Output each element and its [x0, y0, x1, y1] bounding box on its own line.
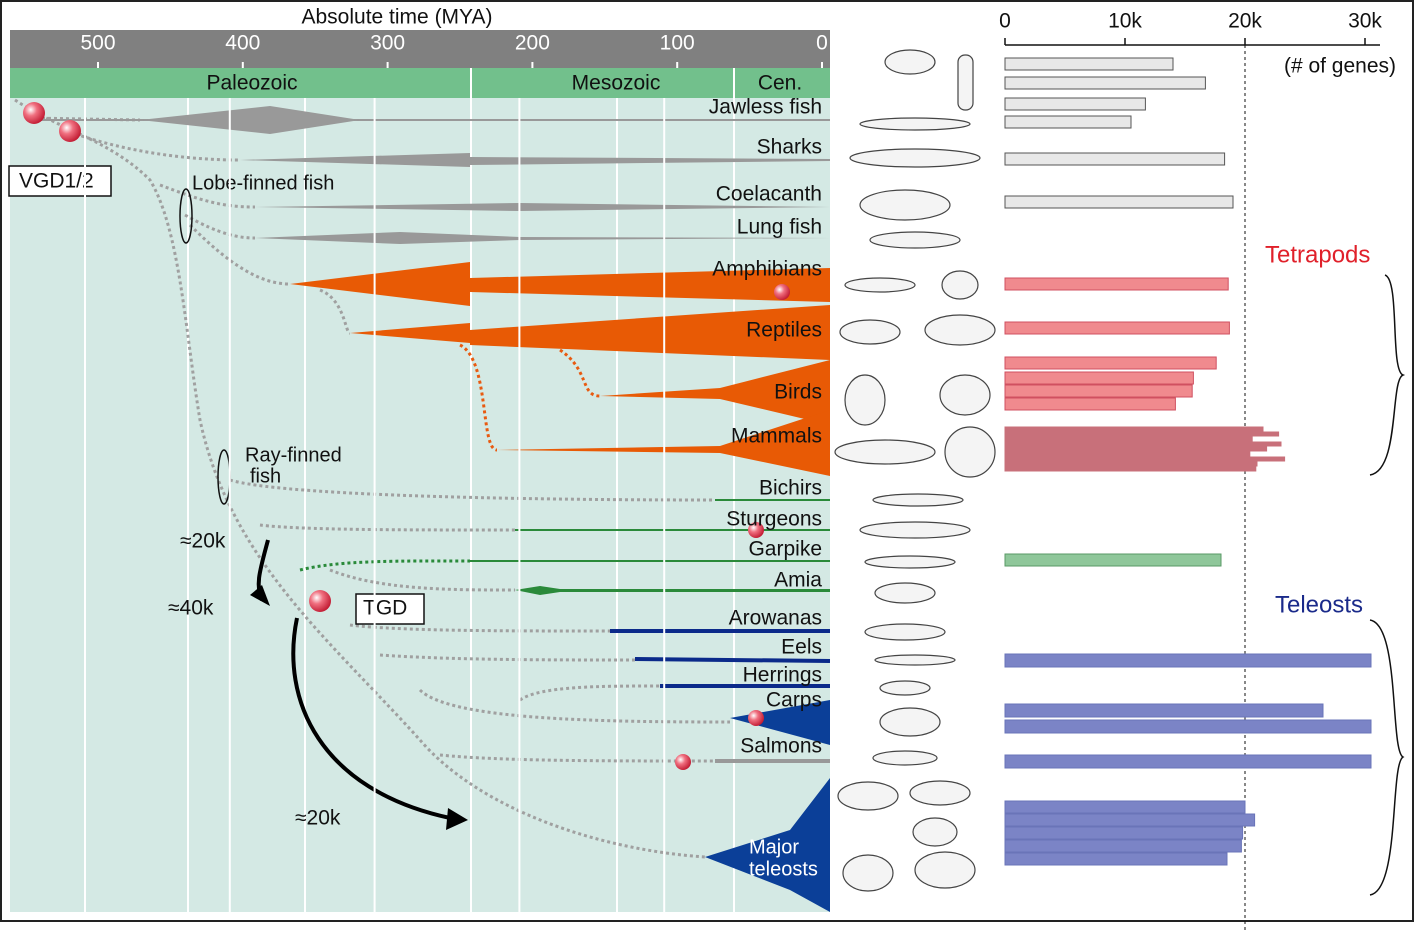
gene-bar: [1004, 839, 1242, 853]
gene-bar: [1004, 456, 1286, 462]
annotation: ≈20k: [295, 807, 341, 830]
time-bar: [10, 30, 830, 68]
time-panel: [10, 98, 830, 912]
taxon-label: Garpike: [748, 538, 822, 561]
gene-bar: [1004, 195, 1234, 209]
era-label: Cen.: [758, 72, 802, 95]
taxon-label: Eels: [781, 636, 822, 659]
gene-bar: [1004, 826, 1244, 840]
gene-bar: [1004, 461, 1258, 467]
annotation: VGD1/2: [19, 170, 94, 193]
era-bar: [735, 68, 830, 98]
era-label: Paleozoic: [206, 72, 297, 95]
gene-bar: [1004, 371, 1194, 385]
annotation: TGD: [363, 597, 407, 620]
time-tick-label: 100: [660, 32, 695, 55]
gene-tick-label: 0: [999, 10, 1011, 33]
annotation: Ray-finned: [245, 444, 342, 466]
group-label: Teleosts: [1275, 591, 1363, 618]
gene-bar: [1004, 852, 1228, 866]
time-tick-label: 0: [816, 32, 828, 55]
gene-bar: [1004, 451, 1251, 457]
annotation: ≈20k: [180, 530, 226, 553]
gene-tick-label: 10k: [1108, 10, 1142, 33]
gene-bar: [1004, 446, 1268, 452]
gene-bar: [1004, 553, 1222, 567]
taxon-label: teleosts: [749, 858, 818, 880]
taxon-label: Major: [749, 836, 799, 858]
group-label: Tetrapods: [1265, 241, 1370, 268]
taxon-label: Birds: [774, 381, 822, 404]
time-tick-label: 300: [370, 32, 405, 55]
era-label: Mesozoic: [572, 72, 661, 95]
gene-tick-label: 30k: [1348, 10, 1382, 33]
gene-bar: [1004, 813, 1256, 827]
gene-bar: [1004, 97, 1146, 111]
gene-bar: [1004, 356, 1217, 370]
annotation: Lobe-finned fish: [192, 172, 334, 194]
gene-bar: [1004, 57, 1174, 71]
gene-bar: [1004, 277, 1229, 291]
gene-bar: [1004, 719, 1372, 734]
gene-bar: [1004, 76, 1206, 90]
era-bar: [472, 68, 733, 98]
gene-tick-label: 20k: [1228, 10, 1262, 33]
time-title: Absolute time (MYA): [302, 6, 493, 29]
taxon-label: Bichirs: [759, 477, 822, 500]
taxon-label: Mammals: [731, 425, 822, 448]
annotation: ≈40k: [168, 597, 214, 620]
gene-bar: [1004, 466, 1257, 472]
era-bar: [10, 68, 470, 98]
gene-bar: [1004, 321, 1230, 335]
taxon-label: Coelacanth: [716, 183, 822, 206]
gene-bar: [1004, 397, 1176, 411]
gene-bar: [1004, 441, 1282, 447]
gene-bar: [1004, 152, 1226, 166]
gene-bar: [1004, 431, 1280, 437]
taxon-label: Jawless fish: [709, 96, 822, 119]
gene-bar: [1004, 703, 1324, 718]
gene-bar: [1004, 384, 1193, 398]
time-tick-label: 500: [80, 32, 115, 55]
phylogeny: [8, 49, 1406, 912]
gene-bar: [1004, 115, 1132, 129]
taxon-label: Lung fish: [737, 216, 822, 239]
taxon-label: Sharks: [757, 136, 822, 159]
taxon-label: Carps: [766, 689, 822, 712]
gene-unit: (# of genes): [1284, 55, 1396, 78]
time-tick-label: 200: [515, 32, 550, 55]
time-tick-label: 400: [225, 32, 260, 55]
taxon-label: Salmons: [740, 735, 822, 758]
gene-bar: [1004, 653, 1372, 668]
taxon-label: Amphibians: [712, 258, 822, 281]
gene-bar: [1004, 754, 1372, 769]
taxon-label: Sturgeons: [726, 508, 822, 531]
gene-bar: [1004, 426, 1264, 432]
annotation: fish: [250, 465, 281, 487]
taxon-label: Reptiles: [746, 319, 822, 342]
gene-bar: [1004, 800, 1246, 814]
gene-bar: [1004, 436, 1253, 442]
taxon-label: Arowanas: [729, 607, 822, 630]
taxon-label: Amia: [774, 569, 822, 592]
taxon-label: Herrings: [743, 664, 822, 687]
